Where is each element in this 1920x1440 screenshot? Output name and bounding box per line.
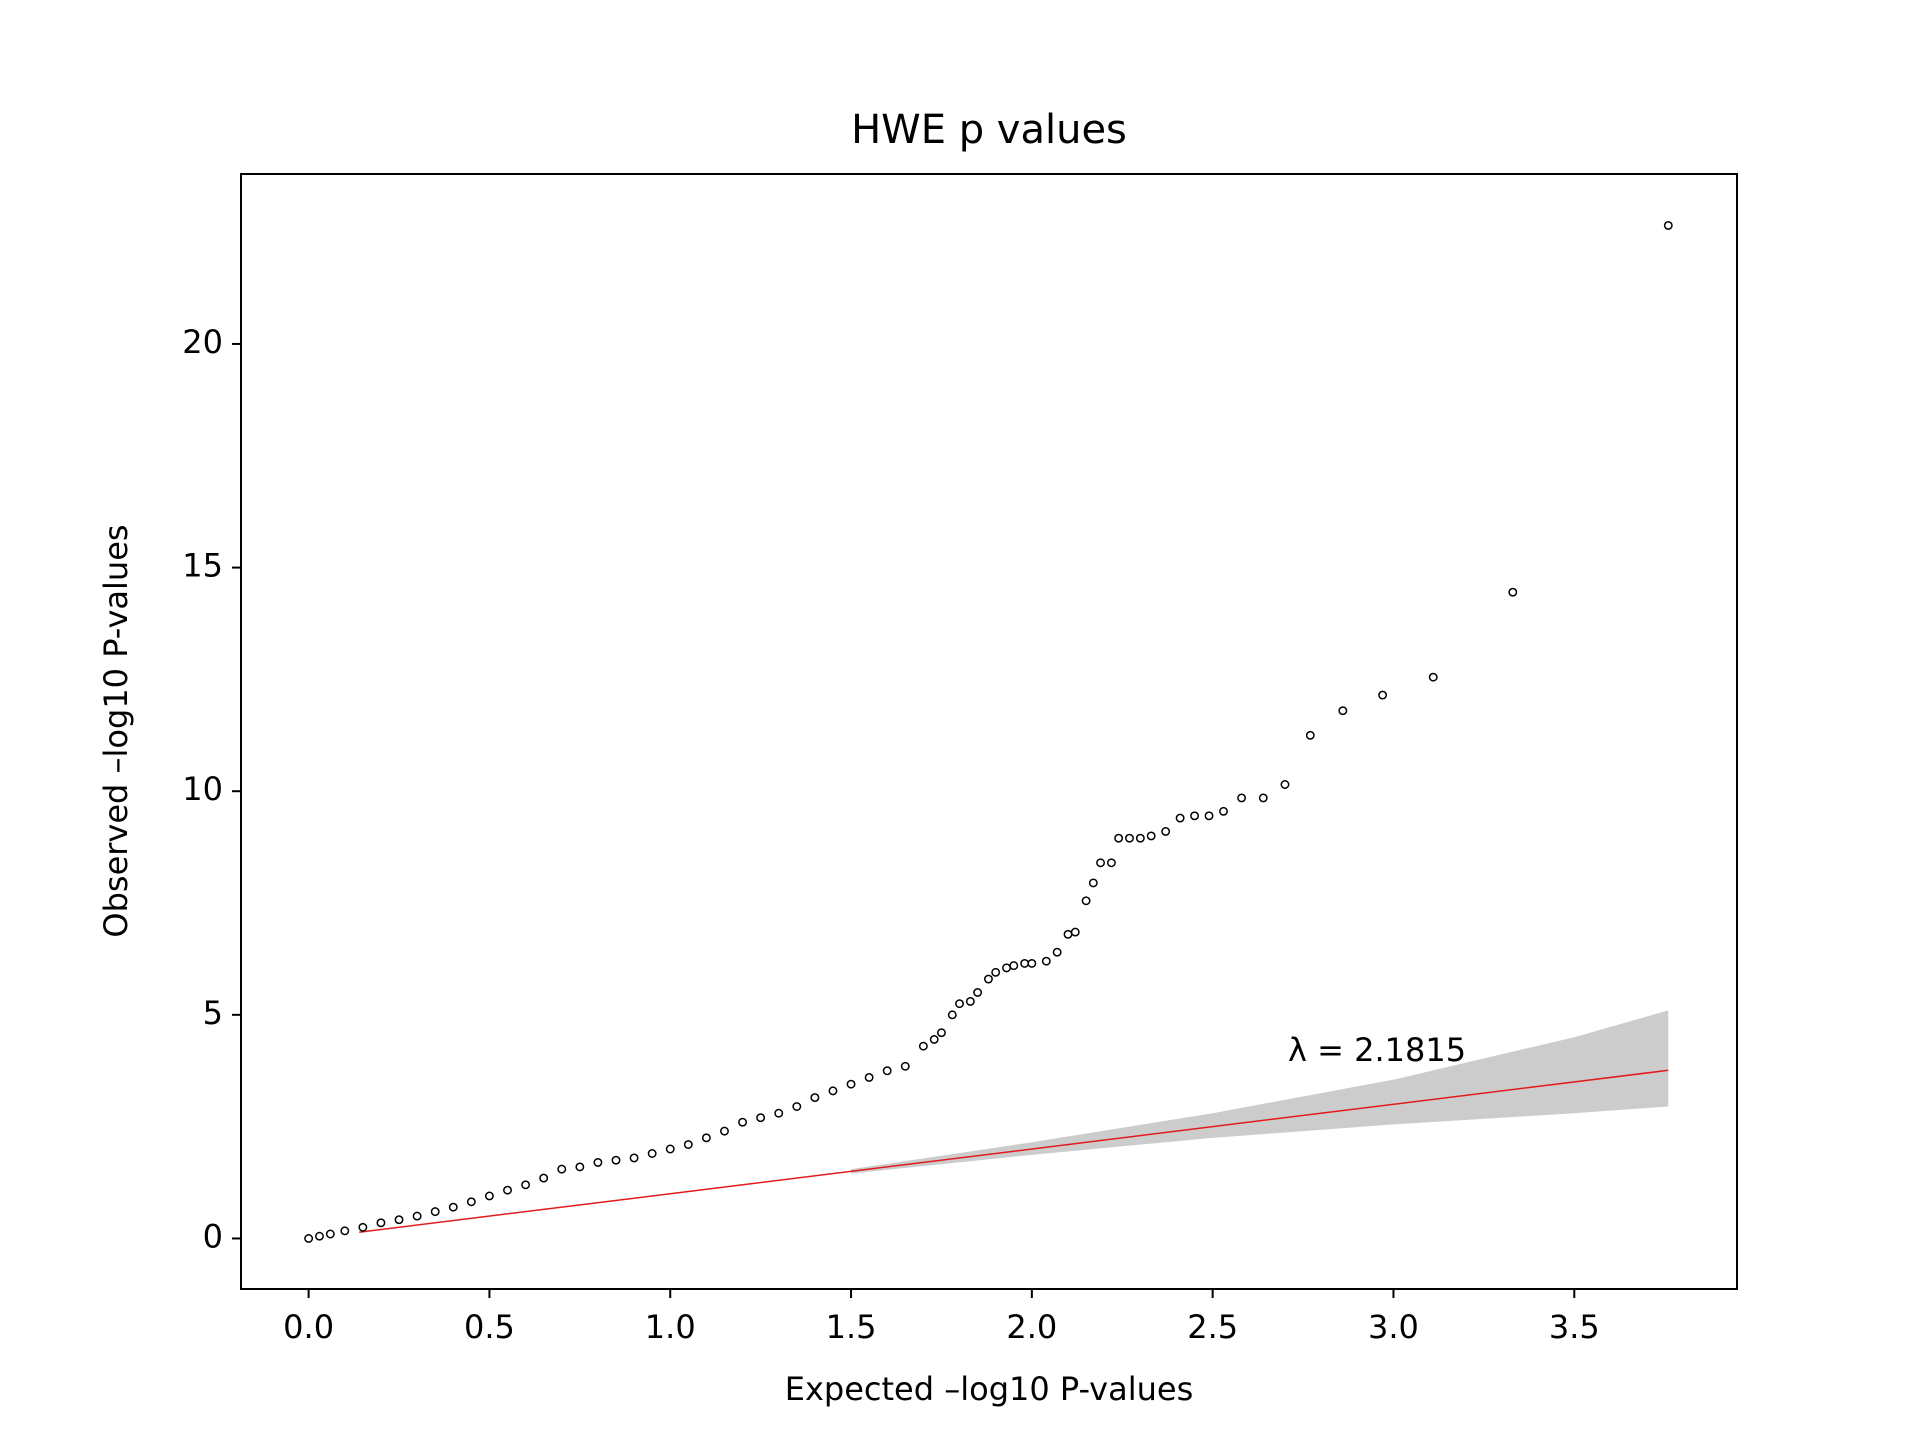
chart-title: HWE p values bbox=[851, 107, 1127, 153]
data-point bbox=[1063, 929, 1073, 939]
data-point bbox=[1041, 956, 1051, 966]
data-point bbox=[1428, 672, 1438, 682]
confidence-band bbox=[851, 1010, 1669, 1174]
annotation: λ = 2.1815 bbox=[1288, 1031, 1466, 1069]
data-point bbox=[521, 1180, 531, 1190]
data-point bbox=[430, 1207, 440, 1217]
data-point bbox=[846, 1079, 856, 1089]
data-point bbox=[1052, 947, 1062, 957]
data-point bbox=[1237, 793, 1247, 803]
data-point bbox=[1190, 811, 1200, 821]
data-point bbox=[1175, 813, 1185, 823]
data-point bbox=[810, 1093, 820, 1103]
data-point bbox=[325, 1229, 335, 1239]
data-point bbox=[1125, 833, 1134, 843]
data-point bbox=[304, 1234, 314, 1243]
data-point bbox=[984, 974, 993, 984]
data-point bbox=[1204, 811, 1214, 821]
data-point bbox=[340, 1226, 350, 1236]
data-point bbox=[947, 1010, 957, 1020]
data-point bbox=[1070, 927, 1080, 937]
data-point bbox=[315, 1231, 324, 1241]
data-point bbox=[611, 1155, 621, 1165]
data-point bbox=[1009, 961, 1019, 971]
data-point bbox=[647, 1149, 657, 1158]
data-point bbox=[1114, 833, 1124, 843]
data-point bbox=[900, 1061, 910, 1071]
data-point bbox=[466, 1197, 476, 1207]
data-point bbox=[738, 1117, 748, 1127]
data-point bbox=[756, 1113, 766, 1123]
data-point bbox=[1081, 896, 1091, 906]
data-point bbox=[394, 1215, 404, 1225]
y-tick-label: 20 bbox=[182, 323, 223, 361]
data-point bbox=[1106, 858, 1116, 868]
data-point bbox=[701, 1133, 711, 1143]
data-point bbox=[929, 1034, 939, 1044]
data-point bbox=[792, 1102, 802, 1111]
x-tick-label: 3.0 bbox=[1368, 1308, 1419, 1346]
data-point bbox=[1258, 793, 1268, 803]
data-point bbox=[1135, 833, 1145, 843]
data-point bbox=[1020, 958, 1030, 968]
x-tick-label: 1.5 bbox=[826, 1308, 877, 1346]
data-point bbox=[720, 1126, 729, 1136]
data-point bbox=[1161, 827, 1171, 836]
data-point bbox=[955, 999, 964, 1009]
data-point bbox=[376, 1218, 386, 1228]
x-tick-label: 1.0 bbox=[645, 1308, 696, 1346]
data-point bbox=[557, 1164, 567, 1174]
x-tick-label: 2.0 bbox=[1006, 1308, 1057, 1346]
data-point bbox=[575, 1162, 585, 1172]
x-tick-label: 3.5 bbox=[1549, 1308, 1600, 1346]
data-point bbox=[936, 1028, 946, 1038]
data-point bbox=[991, 967, 1001, 977]
data-point bbox=[629, 1153, 639, 1163]
data-point bbox=[448, 1202, 458, 1212]
data-point bbox=[358, 1222, 368, 1232]
data-point bbox=[918, 1041, 928, 1051]
data-point bbox=[1002, 963, 1011, 973]
y-tick-label: 5 bbox=[203, 994, 223, 1032]
data-point bbox=[484, 1191, 494, 1201]
y-tick-label: 15 bbox=[182, 547, 223, 585]
y-axis-label: Observed –log10 P-values bbox=[97, 524, 135, 937]
data-point bbox=[1338, 706, 1348, 716]
y-tick-label: 0 bbox=[203, 1217, 223, 1255]
data-point bbox=[593, 1157, 603, 1167]
data-point bbox=[412, 1211, 422, 1221]
data-point bbox=[973, 988, 983, 997]
data-point bbox=[1305, 730, 1315, 740]
data-point bbox=[1508, 587, 1518, 597]
data-point bbox=[1280, 780, 1290, 789]
x-axis-label: Expected –log10 P-values bbox=[785, 1370, 1194, 1408]
x-tick-label: 0.0 bbox=[283, 1308, 334, 1346]
x-tick-label: 0.5 bbox=[464, 1308, 515, 1346]
data-point bbox=[828, 1086, 838, 1096]
data-point bbox=[882, 1066, 892, 1076]
data-point bbox=[965, 996, 975, 1006]
data-point bbox=[1146, 831, 1156, 841]
data-point bbox=[1663, 220, 1673, 230]
x-tick-label: 2.5 bbox=[1187, 1308, 1238, 1346]
axes-frame bbox=[240, 173, 1738, 1290]
data-point bbox=[1027, 958, 1037, 968]
data-point bbox=[503, 1185, 512, 1195]
data-point bbox=[774, 1108, 784, 1118]
data-point bbox=[864, 1072, 874, 1082]
data-point bbox=[1096, 858, 1106, 868]
data-point bbox=[1378, 690, 1388, 700]
data-point bbox=[1088, 878, 1098, 888]
data-point bbox=[683, 1140, 693, 1149]
data-point bbox=[539, 1173, 549, 1183]
data-point bbox=[1219, 806, 1228, 816]
expected-line bbox=[359, 1069, 1669, 1233]
data-point bbox=[665, 1144, 675, 1154]
y-tick-label: 10 bbox=[182, 770, 223, 808]
